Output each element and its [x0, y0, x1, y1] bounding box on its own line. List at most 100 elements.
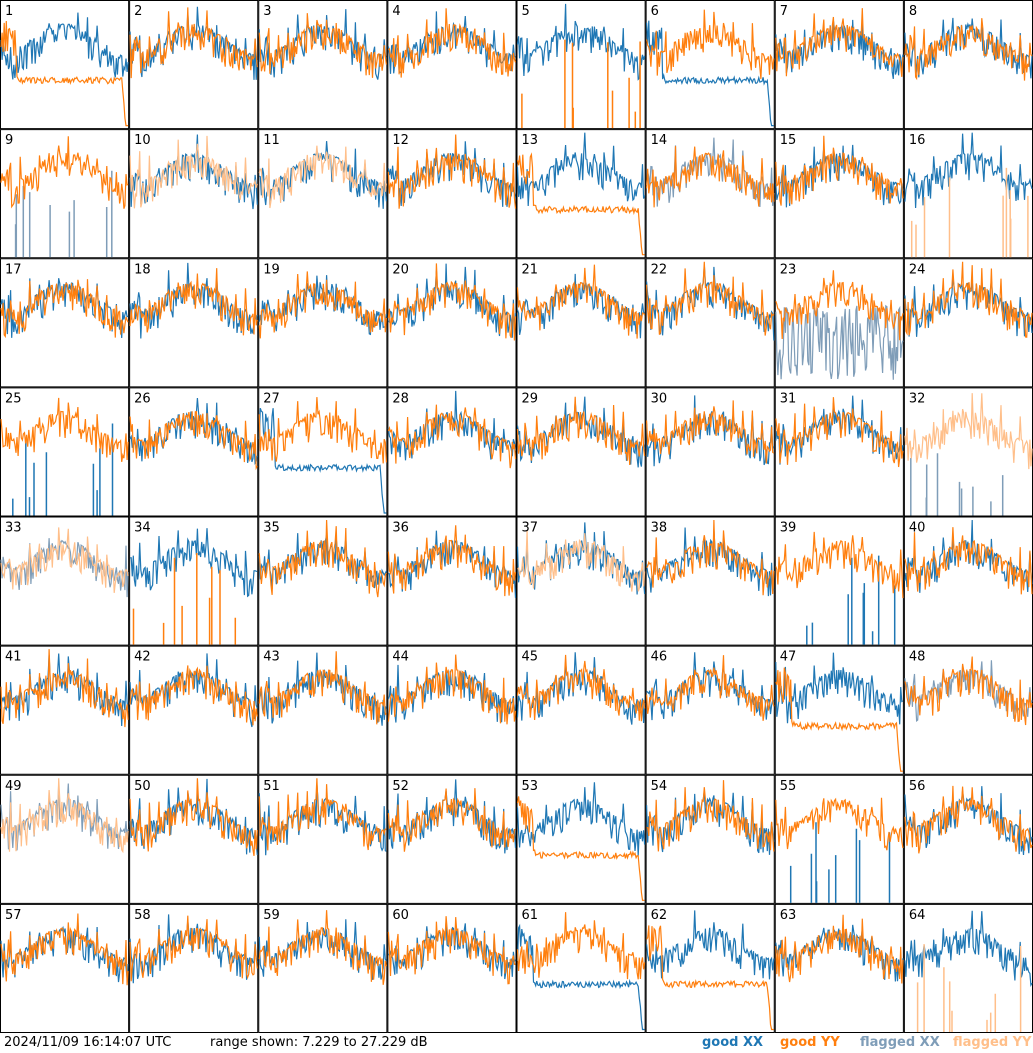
tile-7: 7: [774, 0, 904, 130]
series-xx: [775, 304, 904, 380]
series-yy: [904, 656, 1033, 726]
timestamp: 2024/11/09 16:14:07 UTC: [4, 1035, 172, 1050]
tile-label: 36: [392, 521, 409, 536]
series-yy: [132, 553, 237, 645]
tile-label: 2: [134, 4, 142, 19]
tile-label: 42: [134, 650, 151, 665]
series-yy: [129, 268, 258, 336]
series-xx: [904, 786, 1033, 856]
series-xx: [904, 132, 1033, 209]
series-xx: [516, 132, 646, 207]
tile-label: 12: [392, 133, 409, 148]
series-yy: [0, 279, 129, 339]
tile-label: 20: [392, 262, 409, 277]
tile-46: 46: [645, 645, 775, 775]
series-xx: [646, 527, 775, 597]
legend-flagged-xx: flagged XX: [860, 1035, 940, 1050]
series-yy: [258, 271, 387, 339]
tile-58: 58: [129, 903, 259, 1033]
series-yy: [517, 530, 646, 592]
series-yy: [775, 270, 904, 341]
tile-label: 4: [392, 4, 400, 19]
series-xx: [806, 555, 896, 645]
series-xx: [775, 652, 904, 725]
series-yy: [129, 7, 258, 79]
tile-label: 54: [651, 779, 668, 794]
series-xx: [129, 778, 258, 856]
tile-5: 5: [516, 0, 646, 130]
series-xx: [516, 923, 645, 1031]
tile-10: 10: [129, 129, 259, 259]
series-yy: [775, 667, 903, 772]
tile-label: 33: [5, 521, 22, 536]
series-xx: [789, 822, 891, 903]
series-xx: [646, 910, 775, 980]
tile-37: 37: [516, 516, 646, 646]
tile-label: 59: [263, 908, 280, 923]
series-yy: [0, 913, 129, 986]
tile-50: 50: [129, 774, 259, 904]
series-yy: [516, 264, 646, 339]
series-yy: [258, 910, 387, 985]
tile-label: 53: [522, 779, 539, 794]
tile-label: 29: [522, 391, 539, 406]
series-yy: [0, 397, 129, 462]
tile-frame: [516, 0, 646, 130]
tile-27: 27: [258, 387, 388, 517]
tile-label: 58: [134, 908, 151, 923]
series-yy: [646, 655, 775, 721]
tile-26: 26: [129, 387, 259, 517]
tile-label: 31: [780, 391, 797, 406]
tile-frame: [645, 258, 775, 388]
tile-32: 32: [903, 387, 1033, 517]
tile-16: 16: [903, 129, 1033, 259]
tile-label: 50: [134, 779, 151, 794]
series-xx: [516, 782, 646, 856]
tile-11: 11: [258, 129, 388, 259]
series-yy: [646, 261, 775, 336]
tile-label: 18: [134, 262, 151, 277]
tile-frame: [258, 387, 388, 517]
series-yy: [904, 393, 1033, 470]
tile-label: 14: [651, 133, 668, 148]
tile-frame: [774, 774, 904, 904]
series-xx: [516, 652, 646, 725]
tile-label: 43: [263, 650, 280, 665]
tile-frame: [258, 903, 388, 1033]
tile-17: 17: [0, 258, 130, 388]
tile-frame: [258, 0, 388, 130]
tile-54: 54: [645, 774, 775, 904]
tile-label: 62: [651, 908, 668, 923]
tile-20: 20: [387, 258, 517, 388]
tile-frame: [129, 516, 259, 646]
tile-53: 53: [516, 774, 646, 904]
tile-frame: [903, 387, 1033, 517]
series-xx: [387, 263, 517, 338]
tile-label: 56: [909, 779, 926, 794]
tile-frame: [387, 129, 517, 259]
tile-3: 3: [258, 0, 388, 130]
tile-14: 14: [645, 129, 775, 259]
tile-frame: [0, 774, 130, 904]
tile-label: 52: [392, 779, 409, 794]
tile-30: 30: [645, 387, 775, 517]
tile-15: 15: [774, 129, 904, 259]
tile-frame: [645, 645, 775, 775]
tile-38: 38: [645, 516, 775, 646]
series-yy: [904, 18, 1033, 81]
tile-frame: [387, 387, 517, 517]
tile-21: 21: [516, 258, 646, 388]
legend-good-xx: good XX: [702, 1035, 764, 1050]
tile-label: 49: [5, 779, 22, 794]
series-yy: [387, 654, 517, 725]
series-yy: [646, 925, 774, 1031]
series-yy: [516, 654, 646, 722]
tile-label: 30: [651, 391, 668, 406]
series-xx: [910, 453, 1004, 516]
series-yy: [521, 39, 641, 129]
tile-29: 29: [516, 387, 646, 517]
tile-label: 44: [392, 650, 409, 665]
series-yy: [387, 788, 516, 852]
tile-frame: [516, 129, 646, 259]
